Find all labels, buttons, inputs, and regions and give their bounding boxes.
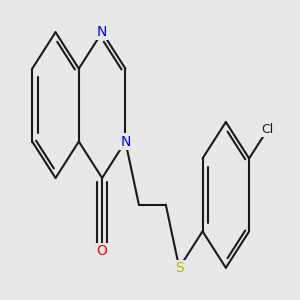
Text: O: O <box>97 244 108 258</box>
Text: N: N <box>97 25 107 39</box>
Text: N: N <box>120 134 130 148</box>
Text: S: S <box>175 261 184 275</box>
Text: Cl: Cl <box>262 123 274 136</box>
